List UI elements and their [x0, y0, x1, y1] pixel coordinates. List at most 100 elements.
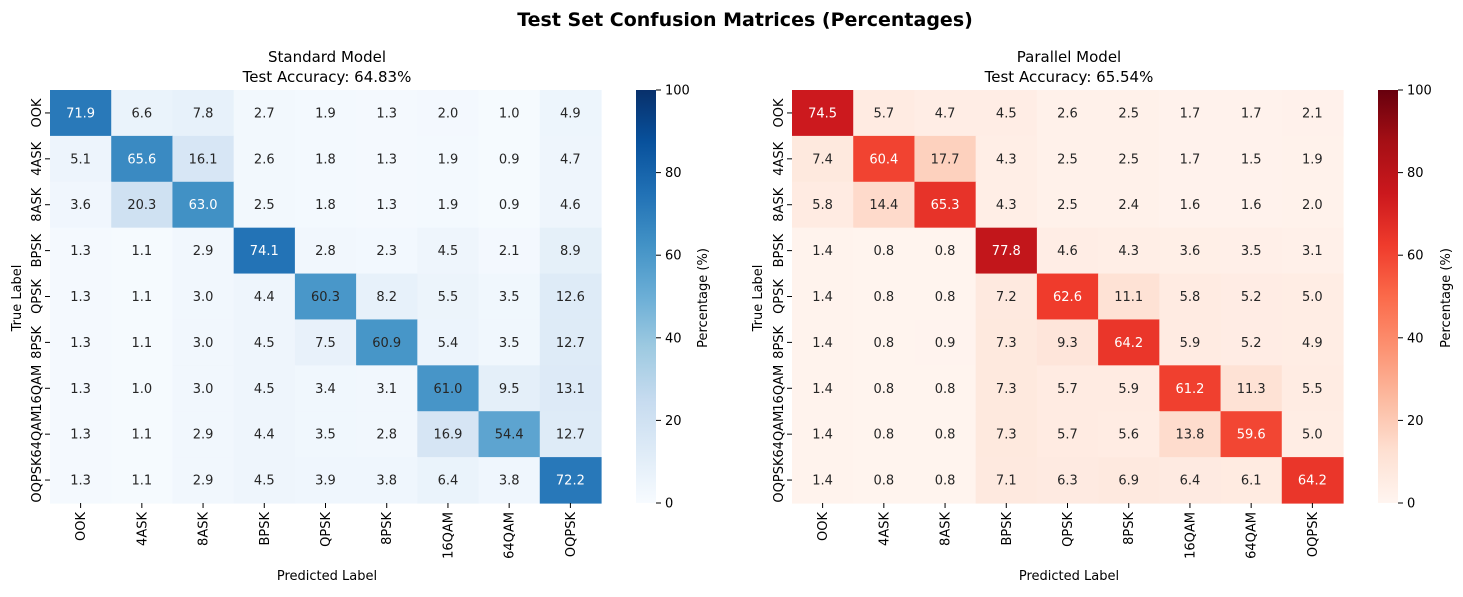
colorbar-label: Percentage (%) [696, 248, 711, 348]
cell-value-label: 0.8 [935, 244, 956, 259]
cell-value-label: 3.9 [315, 474, 336, 489]
cell-value-label: 16.1 [189, 152, 218, 167]
colorbar-tick-label: 20 [1407, 414, 1424, 429]
heatmap-cell [172, 457, 235, 504]
heatmap-cell [1220, 457, 1283, 504]
x-axis-label: Predicted Label [1019, 569, 1119, 584]
heatmap-cell [294, 319, 357, 366]
heatmap-cell [792, 90, 854, 137]
cell-value-label: 1.1 [131, 244, 152, 259]
heatmap-cell [1036, 319, 1099, 366]
cell-value-label: 4.4 [254, 428, 275, 443]
heatmap-cell [914, 365, 977, 412]
colorbar-parallel: 0 20 40 60 80 100 [1378, 84, 1432, 512]
cell-value-label: 0.8 [873, 290, 894, 305]
cell-value-label: 1.1 [131, 336, 152, 351]
cell-value-label: 6.4 [1180, 474, 1201, 489]
cell-value-label: 0.8 [873, 382, 894, 397]
cell-value-label: 1.7 [1241, 106, 1262, 121]
heatmap-cell [478, 319, 541, 366]
cell-value-label: 1.9 [315, 106, 336, 121]
cell-value-label: 17.7 [931, 152, 960, 167]
cell-value-label: 14.4 [869, 198, 898, 213]
colorbar-tick-label: 20 [665, 414, 682, 429]
heatmap-cell [1159, 181, 1222, 229]
cell-value-label: 4.7 [935, 106, 956, 121]
heatmap-cell [111, 273, 174, 321]
y-tick-label: 8PSK [30, 325, 45, 358]
cell-value-label: 1.3 [70, 428, 91, 443]
heatmap-cell [914, 135, 977, 183]
cell-value-label: 1.0 [499, 106, 520, 121]
x-tick-label: 8PSK [1122, 512, 1137, 545]
heatmap-cell [356, 273, 418, 321]
heatmap-standard: 71.9 6.6 7.8 2.7 1.9 1.3 2.0 1.0 4.9 5.1 65.6 16.1 2… [30, 90, 602, 559]
heatmap-cell [1220, 181, 1283, 229]
cell-value-label: 5.9 [1180, 336, 1201, 351]
cell-value-label: 1.4 [812, 382, 833, 397]
heatmap-cell [356, 90, 418, 137]
colorbar-tick-label: 100 [665, 84, 690, 99]
x-tick-label: QPSK [1061, 512, 1076, 547]
heatmap-cell [1281, 365, 1344, 412]
y-tick-label: BPSK [772, 233, 787, 267]
panel-title-line2: Test Accuracy: 65.54% [984, 68, 1154, 86]
panel-title-line2: Test Accuracy: 64.83% [242, 68, 412, 86]
heatmap-cell [417, 90, 480, 137]
heatmap-cell [233, 90, 296, 137]
heatmap-cell [356, 457, 418, 504]
heatmap-cell [853, 135, 916, 183]
cell-value-label: 77.8 [992, 244, 1021, 259]
heatmap-cell [50, 411, 112, 458]
heatmap-cell [539, 273, 602, 321]
y-tick-label: OQPSK [30, 457, 45, 503]
heatmap-cell [111, 457, 174, 504]
heatmap-cell [853, 181, 916, 229]
y-tick-label: 4ASK [30, 141, 45, 175]
heatmap-cell [975, 319, 1038, 366]
heatmap-cell [1159, 365, 1222, 412]
heatmap-cell [356, 365, 418, 412]
heatmap-cell [294, 457, 357, 504]
cell-value-label: 6.3 [1057, 474, 1078, 489]
heatmap-cell [792, 135, 854, 183]
cell-value-label: 5.2 [1241, 290, 1262, 305]
cell-value-label: 1.4 [812, 474, 833, 489]
heatmap-cell [111, 135, 174, 183]
y-tick-label: QPSK [772, 279, 787, 314]
heatmap-cell [975, 365, 1038, 412]
heatmap-cell [1098, 227, 1160, 275]
cell-value-label: 62.6 [1053, 290, 1082, 305]
heatmap-cell [975, 90, 1038, 137]
x-tick-label: QPSK [319, 512, 334, 547]
heatmap-cell [233, 181, 296, 229]
cell-value-label: 3.4 [315, 382, 336, 397]
heatmap-cell [792, 273, 854, 321]
cell-value-label: 4.5 [254, 382, 275, 397]
heatmap-cell [914, 319, 977, 366]
cell-value-label: 4.7 [560, 152, 581, 167]
cell-value-label: 5.4 [438, 336, 459, 351]
cell-value-label: 1.1 [131, 474, 152, 489]
heatmap-cell [417, 365, 480, 412]
heatmap-cell [50, 319, 112, 366]
y-axis-label: True Label [10, 265, 25, 333]
cell-value-label: 12.7 [556, 428, 585, 443]
heatmap-cell [1159, 227, 1222, 275]
colorbar-tick-label: 40 [665, 331, 682, 346]
x-tick-label: 64QAM [503, 512, 518, 559]
colorbar-tick-label: 80 [665, 166, 682, 181]
heatmap-cell [172, 365, 235, 412]
cell-value-label: 1.8 [315, 198, 336, 213]
heatmap-cell [1036, 411, 1099, 458]
heatmap-cell [1098, 411, 1160, 458]
heatmap-cell [1036, 457, 1099, 504]
cell-value-label: 9.5 [499, 382, 520, 397]
cell-value-label: 13.1 [556, 382, 585, 397]
cell-value-label: 7.4 [812, 152, 833, 167]
heatmap-cell [294, 411, 357, 458]
cell-value-label: 2.5 [1118, 152, 1139, 167]
heatmap-cell [853, 273, 916, 321]
colorbar-tick-label: 0 [1407, 497, 1415, 512]
heatmap-cell [1036, 273, 1099, 321]
